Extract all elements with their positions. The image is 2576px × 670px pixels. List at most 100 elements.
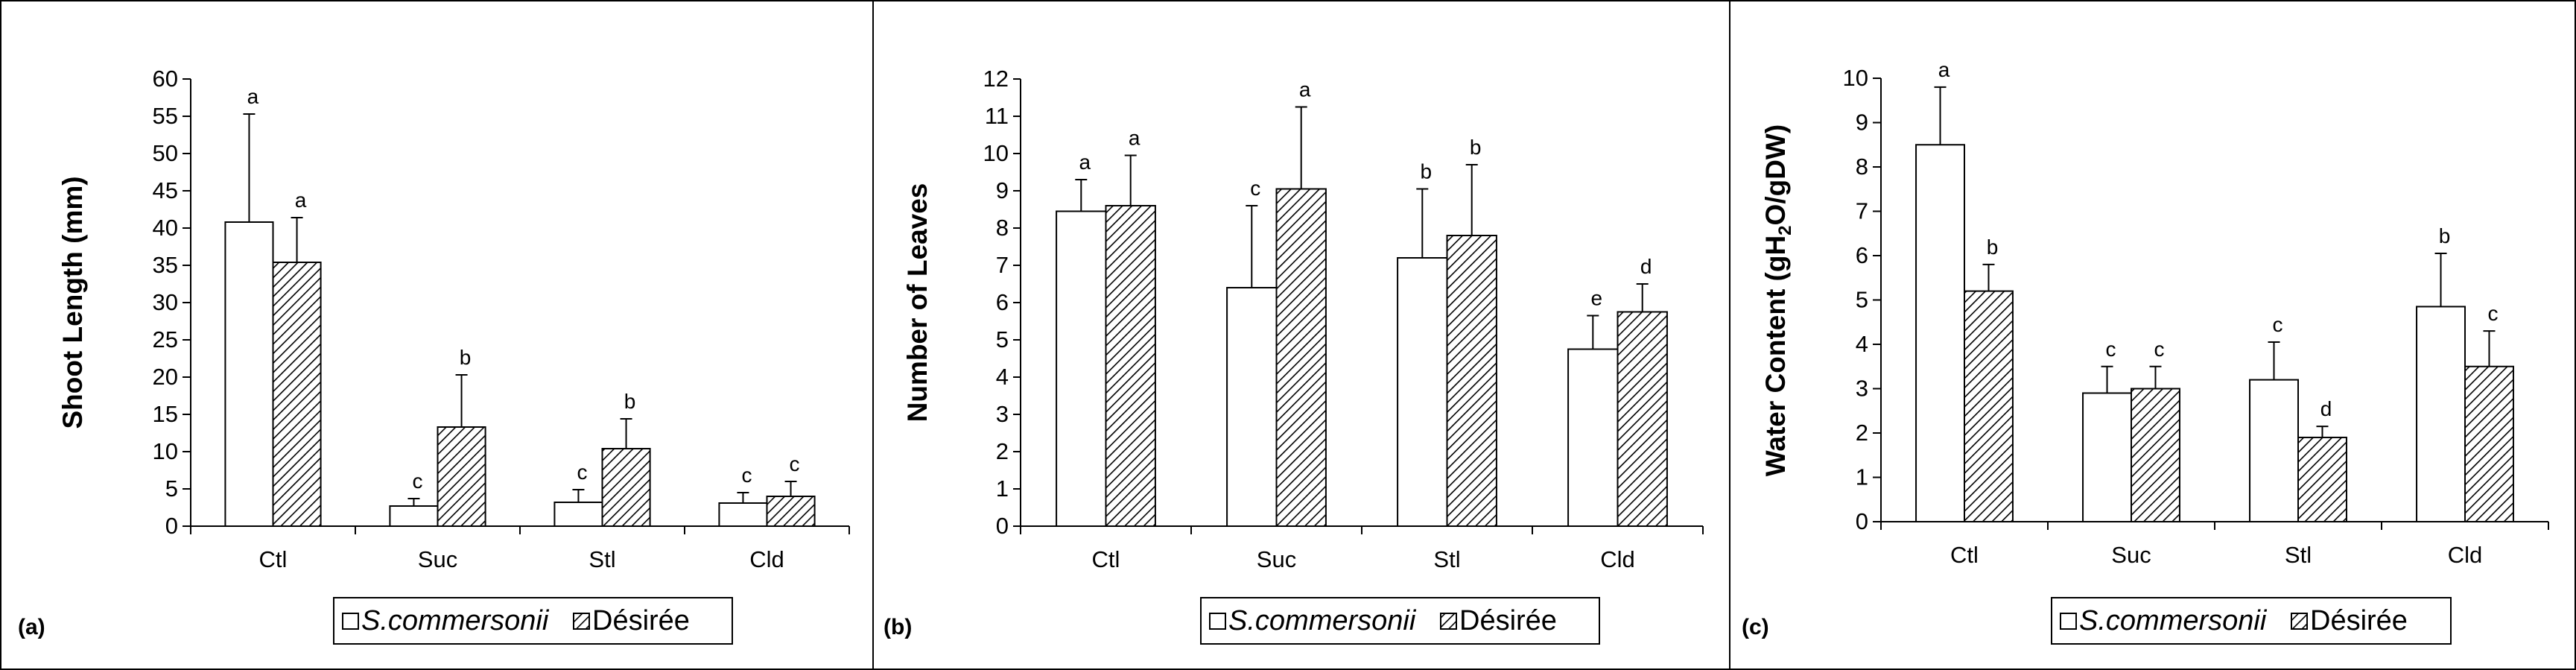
chart-panel-1: 0 5 10 15 20 25 30 35 40 45 50 55 60 Ctl a a Suc c b Stl c b C… — [18, 66, 850, 645]
legend-label-desiree: Désirée — [1459, 605, 1557, 636]
y-tick-label: 2 — [1856, 420, 1868, 446]
bar-s-commersonii — [389, 505, 439, 527]
significance-letter: c — [577, 461, 587, 484]
chart-panel-2: 0123456789101112CtlaaSuccaStlbbCldedNumb… — [883, 66, 1704, 645]
y-tick-label: 0 — [165, 513, 178, 539]
bar-s-commersonii — [1056, 210, 1107, 527]
bar-s-commersonii — [718, 502, 768, 527]
y-tick-label: 8 — [1856, 154, 1868, 180]
bar-s-commersonii — [2249, 379, 2300, 522]
panel-label: (a) — [18, 615, 45, 639]
x-tick-label: Cld — [2448, 542, 2483, 568]
legend-swatch-desiree — [1440, 613, 1457, 630]
bar-desiree — [1105, 205, 1156, 527]
y-tick-label: 10 — [1843, 65, 1868, 91]
legend-swatch-desiree — [2291, 613, 2308, 630]
bar-desiree — [1964, 290, 2014, 522]
significance-letter: c — [2487, 302, 2498, 325]
x-tick-label: Ctl — [259, 546, 288, 572]
legend-label-desiree: Désirée — [2310, 605, 2408, 636]
y-tick-label: 20 — [153, 364, 178, 390]
y-tick-label: 30 — [153, 289, 178, 315]
x-tick-label: Suc — [1257, 546, 1296, 572]
significance-letter: a — [1129, 127, 1141, 150]
chart-panel-3: 0 1 2 3 4 5 6 7 8 9 10 Ctl a b Suc c c Stl c d Cld b c Water Co… — [1742, 58, 2549, 645]
legend-label-desiree: Désirée — [592, 605, 690, 636]
significance-letter: c — [2154, 338, 2164, 361]
x-tick-label: Suc — [418, 546, 457, 572]
significance-letter: b — [1470, 136, 1482, 159]
y-tick-label: 60 — [153, 66, 178, 92]
legend-box — [2051, 597, 2452, 645]
y-tick-label: 5 — [996, 326, 1009, 353]
y-tick-label: 3 — [1856, 376, 1868, 402]
x-tick-label: Suc — [2111, 542, 2151, 568]
legend: S.commersonii Désirée — [1200, 597, 1600, 645]
legend-label-s-commersonii: S.commersonii — [1228, 605, 1417, 636]
bar-s-commersonii — [1226, 287, 1278, 527]
bar-desiree — [1275, 188, 1327, 527]
y-tick-label: 9 — [996, 177, 1009, 203]
y-tick-label: 50 — [153, 140, 178, 166]
x-tick-label: Stl — [589, 546, 615, 572]
significance-letter: a — [1938, 58, 1950, 81]
y-tick-label: 2 — [996, 438, 1009, 464]
y-tick-label: 7 — [1856, 198, 1868, 224]
y-axis-label: Water Content (gH2O/gDW) — [1760, 124, 1795, 476]
significance-letter: a — [1079, 151, 1091, 174]
y-tick-label: 1 — [1856, 464, 1868, 490]
significance-letter: c — [1250, 177, 1260, 200]
significance-letter: b — [460, 346, 472, 369]
legend-swatch-s-commersonii — [342, 613, 359, 630]
y-tick-label: 6 — [1856, 242, 1868, 268]
significance-letter: a — [295, 189, 307, 212]
x-tick-label: Cld — [749, 546, 784, 572]
bar-desiree — [1446, 235, 1497, 527]
y-tick-label: 6 — [996, 289, 1009, 315]
significance-letter: b — [2439, 224, 2451, 247]
x-tick-label: Ctl — [1950, 542, 1979, 568]
bar-desiree — [601, 448, 651, 527]
bar-desiree — [2464, 365, 2514, 522]
x-tick-label: Cld — [1600, 546, 1635, 572]
y-axis-label: Number of Leaves — [902, 183, 933, 423]
significance-letter: a — [247, 85, 259, 108]
y-tick-label: 8 — [996, 215, 1009, 241]
bar-desiree — [2131, 388, 2180, 522]
y-tick-label: 4 — [996, 364, 1009, 390]
y-tick-label: 4 — [1856, 331, 1868, 357]
legend-swatch-s-commersonii — [2060, 613, 2077, 630]
significance-letter: d — [1640, 255, 1652, 278]
significance-letter: b — [1987, 236, 1999, 259]
y-tick-label: 10 — [983, 140, 1009, 166]
significance-letter: b — [1421, 160, 1433, 183]
y-tick-label: 35 — [153, 252, 178, 278]
y-tick-label: 5 — [1856, 287, 1868, 313]
bar-s-commersonii — [553, 502, 603, 527]
x-tick-label: Stl — [1433, 546, 1460, 572]
bar-s-commersonii — [1567, 348, 1619, 527]
bar-s-commersonii — [224, 221, 274, 527]
legend-swatch-s-commersonii — [1209, 613, 1226, 630]
significance-letter: b — [624, 390, 636, 413]
y-tick-label: 0 — [996, 513, 1009, 539]
bar-desiree — [437, 426, 486, 527]
y-tick-label: 25 — [153, 326, 178, 353]
legend-label-s-commersonii: S.commersonii — [2079, 605, 2268, 636]
legend: S.commersonii Désirée — [333, 597, 733, 645]
y-tick-label: 45 — [153, 177, 178, 203]
bar-s-commersonii — [2082, 392, 2133, 523]
significance-letter: c — [2273, 313, 2283, 336]
y-tick-label: 11 — [985, 103, 1009, 129]
significance-letter: e — [1591, 287, 1603, 310]
legend: S.commersonii Désirée — [2051, 597, 2452, 645]
significance-letter: c — [790, 452, 800, 475]
legend-label-s-commersonii: S.commersonii — [361, 605, 550, 636]
y-tick-label: 5 — [165, 475, 178, 502]
significance-letter: d — [2320, 397, 2332, 420]
y-tick-label: 9 — [1856, 110, 1868, 136]
y-tick-label: 12 — [983, 66, 1009, 92]
x-tick-label: Ctl — [1092, 546, 1120, 572]
significance-letter: c — [2106, 338, 2116, 361]
